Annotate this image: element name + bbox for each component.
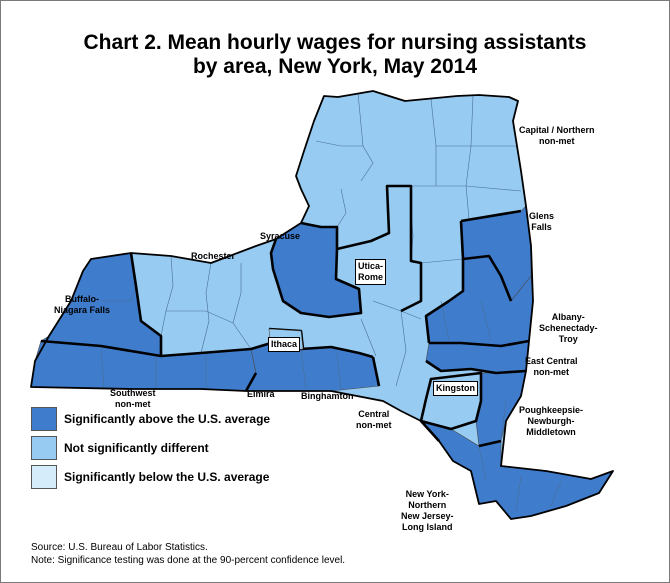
label-southwest: Southwest non-met bbox=[110, 388, 156, 410]
label-southwest-line2: non-met bbox=[115, 399, 151, 409]
label-buffalo-niagara: Buffalo- Niagara Falls bbox=[54, 294, 110, 316]
label-central-nonmet: Central non-met bbox=[356, 409, 392, 431]
label-southwest-line1: Southwest bbox=[110, 388, 156, 398]
legend-swatch-not-different bbox=[31, 436, 57, 460]
footer: Source: U.S. Bureau of Labor Statistics.… bbox=[31, 541, 345, 567]
label-ny-line1: New York- bbox=[405, 489, 449, 499]
label-elmira: Elmira bbox=[247, 389, 275, 399]
label-utica-line2: Rome bbox=[358, 272, 384, 282]
label-albany-line2: Schenectady- bbox=[539, 323, 598, 333]
source-text: Source: U.S. Bureau of Labor Statistics. bbox=[31, 542, 208, 553]
county-lines bbox=[100, 92, 562, 512]
label-poughkeepsie: Poughkeepsie- Newburgh- Middletown bbox=[519, 405, 583, 438]
title-line-2: by area, New York, May 2014 bbox=[192, 55, 478, 78]
title-line-1: Chart 2. Mean hourly wages for nursing a… bbox=[83, 31, 587, 54]
label-glens-line2: Falls bbox=[531, 222, 552, 232]
label-ithaca: Ithaca bbox=[268, 337, 301, 352]
label-syracuse: Syracuse bbox=[260, 231, 301, 241]
label-albany: Albany- Schenectady- Troy bbox=[539, 312, 598, 345]
label-east-central: East Central non-met bbox=[525, 356, 578, 378]
label-utica-rome: Utica- Rome bbox=[355, 259, 387, 285]
legend-swatch-below bbox=[31, 465, 57, 489]
label-albany-line3: Troy bbox=[558, 334, 578, 344]
legend: Significantly above the U.S. average Not… bbox=[31, 407, 291, 494]
label-rochester: Rochester bbox=[191, 251, 236, 261]
label-kingston: Kingston bbox=[433, 381, 478, 396]
label-pough-line1: Poughkeepsie- bbox=[519, 405, 584, 415]
chart-title: Chart 2. Mean hourly wages for nursing a… bbox=[1, 31, 669, 79]
label-buffalo-line1: Buffalo- bbox=[65, 294, 100, 304]
note-text: Note: Significance testing was done at t… bbox=[31, 555, 346, 566]
legend-label-not-different: Not significantly different bbox=[64, 441, 209, 455]
legend-item-above: Significantly above the U.S. average bbox=[31, 407, 291, 436]
label-ny-line3: New Jersey- bbox=[401, 511, 454, 521]
legend-item-below: Significantly below the U.S. average bbox=[31, 465, 291, 494]
region-east-central bbox=[425, 340, 530, 374]
legend-item-not-different: Not significantly different bbox=[31, 436, 291, 465]
label-ny-line4: Long Island bbox=[402, 522, 453, 532]
label-glens-line1: Glens bbox=[529, 211, 555, 221]
label-ny-line2: Northern bbox=[408, 500, 447, 510]
label-buffalo-line2: Niagara Falls bbox=[54, 305, 111, 315]
label-utica-line1: Utica- bbox=[358, 261, 384, 271]
label-pough-line3: Middletown bbox=[526, 427, 576, 437]
label-pough-line2: Newburgh- bbox=[527, 416, 575, 426]
label-binghamton: Binghamton bbox=[301, 391, 354, 401]
label-eastcentral-line2: non-met bbox=[533, 367, 570, 377]
label-new-york: New York- Northern New Jersey- Long Isla… bbox=[401, 489, 454, 533]
state-outline bbox=[30, 90, 614, 520]
label-capital-line2: non-met bbox=[539, 136, 575, 146]
legend-label-below: Significantly below the U.S. average bbox=[64, 470, 270, 484]
label-capital-northern: Capital / Northern non-met bbox=[519, 125, 595, 147]
label-capital-line1: Capital / Northern bbox=[519, 125, 595, 135]
legend-label-above: Significantly above the U.S. average bbox=[64, 412, 271, 426]
label-glens-falls: Glens Falls bbox=[529, 211, 554, 233]
label-eastcentral-line1: East Central bbox=[525, 356, 578, 366]
legend-swatch-above bbox=[31, 407, 57, 431]
label-central-line2: non-met bbox=[356, 420, 392, 430]
label-central-line1: Central bbox=[358, 409, 390, 419]
label-albany-line1: Albany- bbox=[551, 312, 585, 322]
